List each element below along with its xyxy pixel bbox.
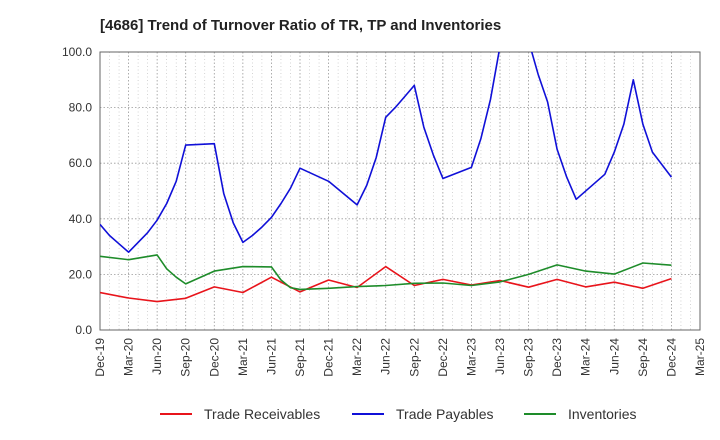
y-axis: 0.0 20.0 40.0 60.0 80.0 100.0	[62, 45, 92, 337]
series-line-inventories	[100, 254, 672, 291]
x-tick-label: Dec-20	[207, 338, 221, 377]
x-tick-label: Jun-23	[493, 338, 507, 375]
series-line-trade-receivables	[100, 265, 672, 303]
x-axis: Dec-19 Mar-20 Jun-20 Sep-20 Dec-20 Mar-21 Jun-…	[93, 338, 707, 377]
y-tick-label: 60.0	[69, 156, 93, 170]
x-tick-label: Dec-21	[322, 338, 336, 377]
x-tick-label: Dec-23	[550, 338, 564, 377]
legend-label-trade-receivables: Trade Receivables	[204, 406, 320, 422]
legend: Trade Receivables Trade Payables Inventori…	[160, 406, 636, 422]
grid	[99, 51, 701, 331]
plot-frame	[99, 51, 701, 331]
x-tick-label: Sep-21	[293, 338, 307, 377]
y-tick-label: 0.0	[75, 323, 92, 337]
series-line-trade-payables	[100, 52, 673, 253]
x-tick-label: Dec-24	[664, 338, 678, 377]
x-tick-label: Jun-20	[150, 338, 164, 375]
x-tick-label: Jun-22	[379, 338, 393, 375]
y-tick-label: 80.0	[69, 101, 93, 115]
x-tick-label: Sep-20	[179, 338, 193, 377]
chart-title: [4686] Trend of Turnover Ratio of TR, TP…	[100, 17, 501, 34]
series-lines	[100, 52, 673, 303]
x-tick-label: Mar-23	[464, 338, 478, 376]
legend-label-inventories: Inventories	[568, 406, 636, 422]
y-tick-label: 40.0	[69, 212, 93, 226]
x-tick-label: Jun-24	[607, 338, 621, 375]
x-tick-label: Mar-21	[236, 338, 250, 376]
x-tick-label: Sep-22	[407, 338, 421, 377]
y-tick-label: 20.0	[69, 267, 93, 281]
x-tick-label: Sep-24	[636, 338, 650, 377]
y-tick-label: 100.0	[62, 45, 92, 59]
x-tick-label: Dec-19	[93, 338, 107, 377]
x-tick-label: Dec-22	[436, 338, 450, 377]
legend-label-trade-payables: Trade Payables	[396, 406, 494, 422]
x-tick-label: Mar-22	[350, 338, 364, 376]
x-tick-label: Mar-25	[693, 338, 707, 376]
x-tick-label: Mar-24	[579, 338, 593, 376]
x-tick-label: Mar-20	[122, 338, 136, 376]
x-tick-label: Jun-21	[264, 338, 278, 375]
x-tick-label: Sep-23	[522, 338, 536, 377]
